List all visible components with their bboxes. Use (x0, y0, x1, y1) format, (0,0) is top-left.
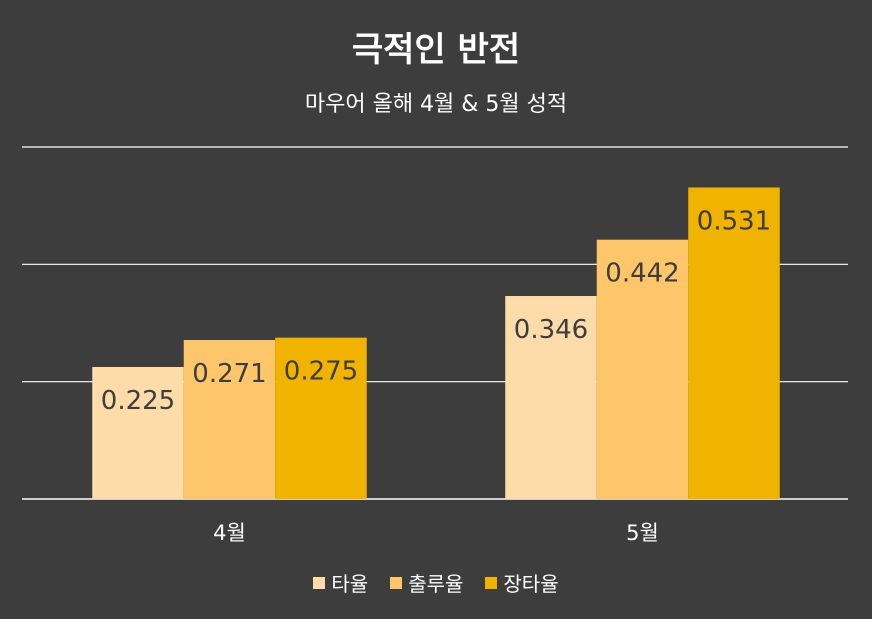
legend-item-on-base-pct: 출루율 (390, 568, 463, 597)
data-label: 0.442 (605, 259, 679, 289)
data-label: 0.271 (192, 359, 266, 389)
data-label: 0.531 (697, 206, 771, 236)
legend-swatch (390, 576, 403, 589)
x-tick-label: 5월 (626, 521, 659, 545)
legend-label: 타율 (331, 572, 369, 596)
legend-item-slugging-pct: 장타율 (485, 568, 559, 597)
bar (596, 239, 689, 499)
data-label: 0.225 (101, 386, 175, 416)
legend-item-batting-avg: 타율 (313, 568, 368, 597)
bar (183, 340, 276, 499)
chart-title: 극적인 반전 (351, 30, 521, 70)
bar (688, 187, 780, 500)
chart-subtitle: 마우어 올해 4월 & 5월 성적 (304, 92, 568, 117)
legend-label: 출루율 (408, 572, 464, 596)
chart-legend: 타율 출루율 장타율 (0, 568, 872, 597)
legend-swatch (485, 576, 498, 589)
data-label: 0.275 (284, 357, 358, 387)
bar (505, 296, 597, 499)
legend-label: 장타율 (503, 572, 559, 596)
x-tick-label: 4월 (213, 521, 246, 545)
data-label: 0.346 (514, 315, 588, 345)
legend-swatch (313, 576, 326, 589)
bar (92, 367, 184, 499)
bar (275, 337, 367, 499)
